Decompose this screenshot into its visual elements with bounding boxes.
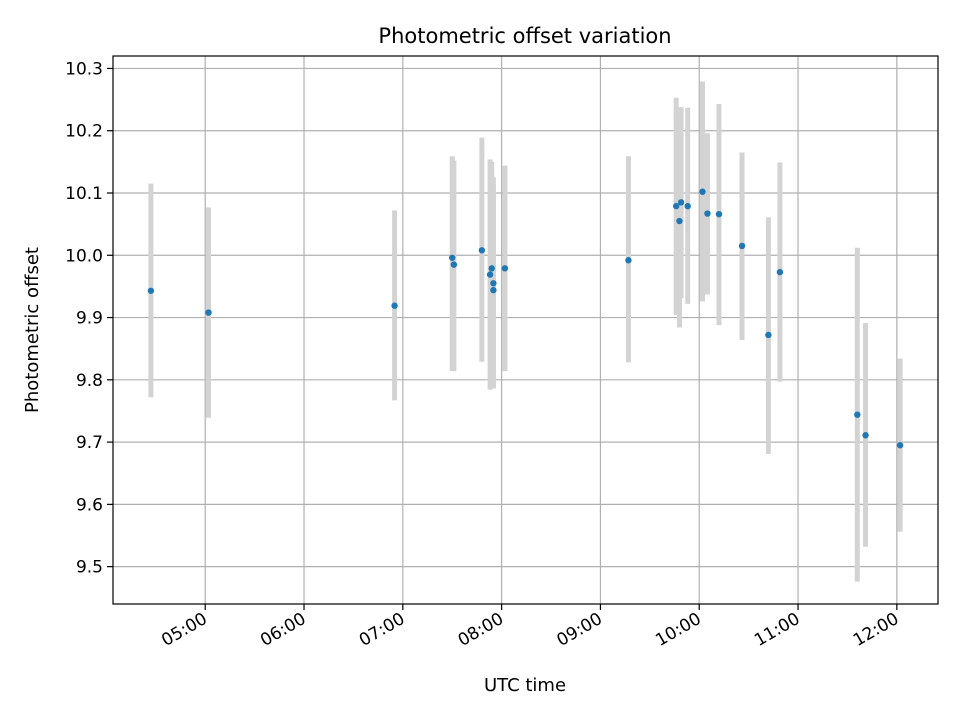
y-tick-label: 10.1	[65, 184, 103, 204]
data-point	[676, 217, 683, 225]
data-point	[776, 268, 784, 276]
data-point	[699, 188, 706, 195]
x-tick-label: 11:00	[751, 609, 803, 651]
grid	[113, 56, 938, 604]
data-point	[478, 247, 486, 254]
y-tick-label: 10.3	[65, 59, 103, 79]
x-axis-ticks: 05:00 06:00 07:00 08:00 09:00 10:00 11:00 12:00	[158, 604, 902, 651]
data-point	[672, 202, 680, 210]
y-tick-label: 10.2	[65, 122, 103, 142]
data-point	[704, 210, 711, 217]
x-axis-title: UTC time	[484, 675, 566, 696]
y-axis-title: Photometric offset	[22, 247, 43, 413]
x-tick-label: 09:00	[553, 609, 605, 651]
data-point	[862, 432, 869, 439]
data-point	[738, 242, 746, 250]
data-point	[488, 265, 495, 272]
data-point	[450, 261, 458, 268]
data-points	[147, 188, 904, 449]
data-point	[486, 271, 494, 278]
x-tick-label: 08:00	[455, 609, 507, 651]
y-tick-label: 9.6	[76, 495, 103, 515]
data-point	[205, 309, 212, 316]
y-tick-label: 10.0	[65, 246, 103, 266]
data-point	[715, 210, 723, 218]
data-point	[625, 257, 632, 264]
data-point	[765, 331, 772, 339]
error-bars	[148, 81, 903, 582]
data-point	[501, 265, 509, 272]
data-point	[854, 411, 861, 418]
data-point	[490, 286, 497, 294]
data-point	[896, 442, 904, 449]
y-axis-ticks: 9.5 9.6 9.7 9.8 9.9 10.0 10.1 10.2 10.3	[65, 59, 113, 578]
plot-frame	[112, 55, 939, 605]
y-tick-label: 9.7	[76, 433, 103, 453]
x-tick-label: 07:00	[356, 609, 408, 651]
chart-title: Photometric offset variation	[378, 24, 671, 48]
x-tick-label: 06:00	[257, 609, 309, 651]
data-point	[147, 287, 155, 294]
data-point	[684, 202, 691, 210]
x-tick-label: 12:00	[850, 609, 902, 651]
y-tick-label: 9.8	[76, 371, 103, 391]
data-point	[677, 199, 685, 206]
data-point	[449, 254, 456, 261]
y-tick-label: 9.9	[76, 309, 103, 329]
x-tick-label: 10:00	[652, 609, 704, 651]
data-point	[391, 302, 398, 309]
x-tick-label: 05:00	[158, 609, 210, 651]
data-point	[490, 280, 497, 287]
y-tick-label: 9.5	[76, 558, 103, 578]
